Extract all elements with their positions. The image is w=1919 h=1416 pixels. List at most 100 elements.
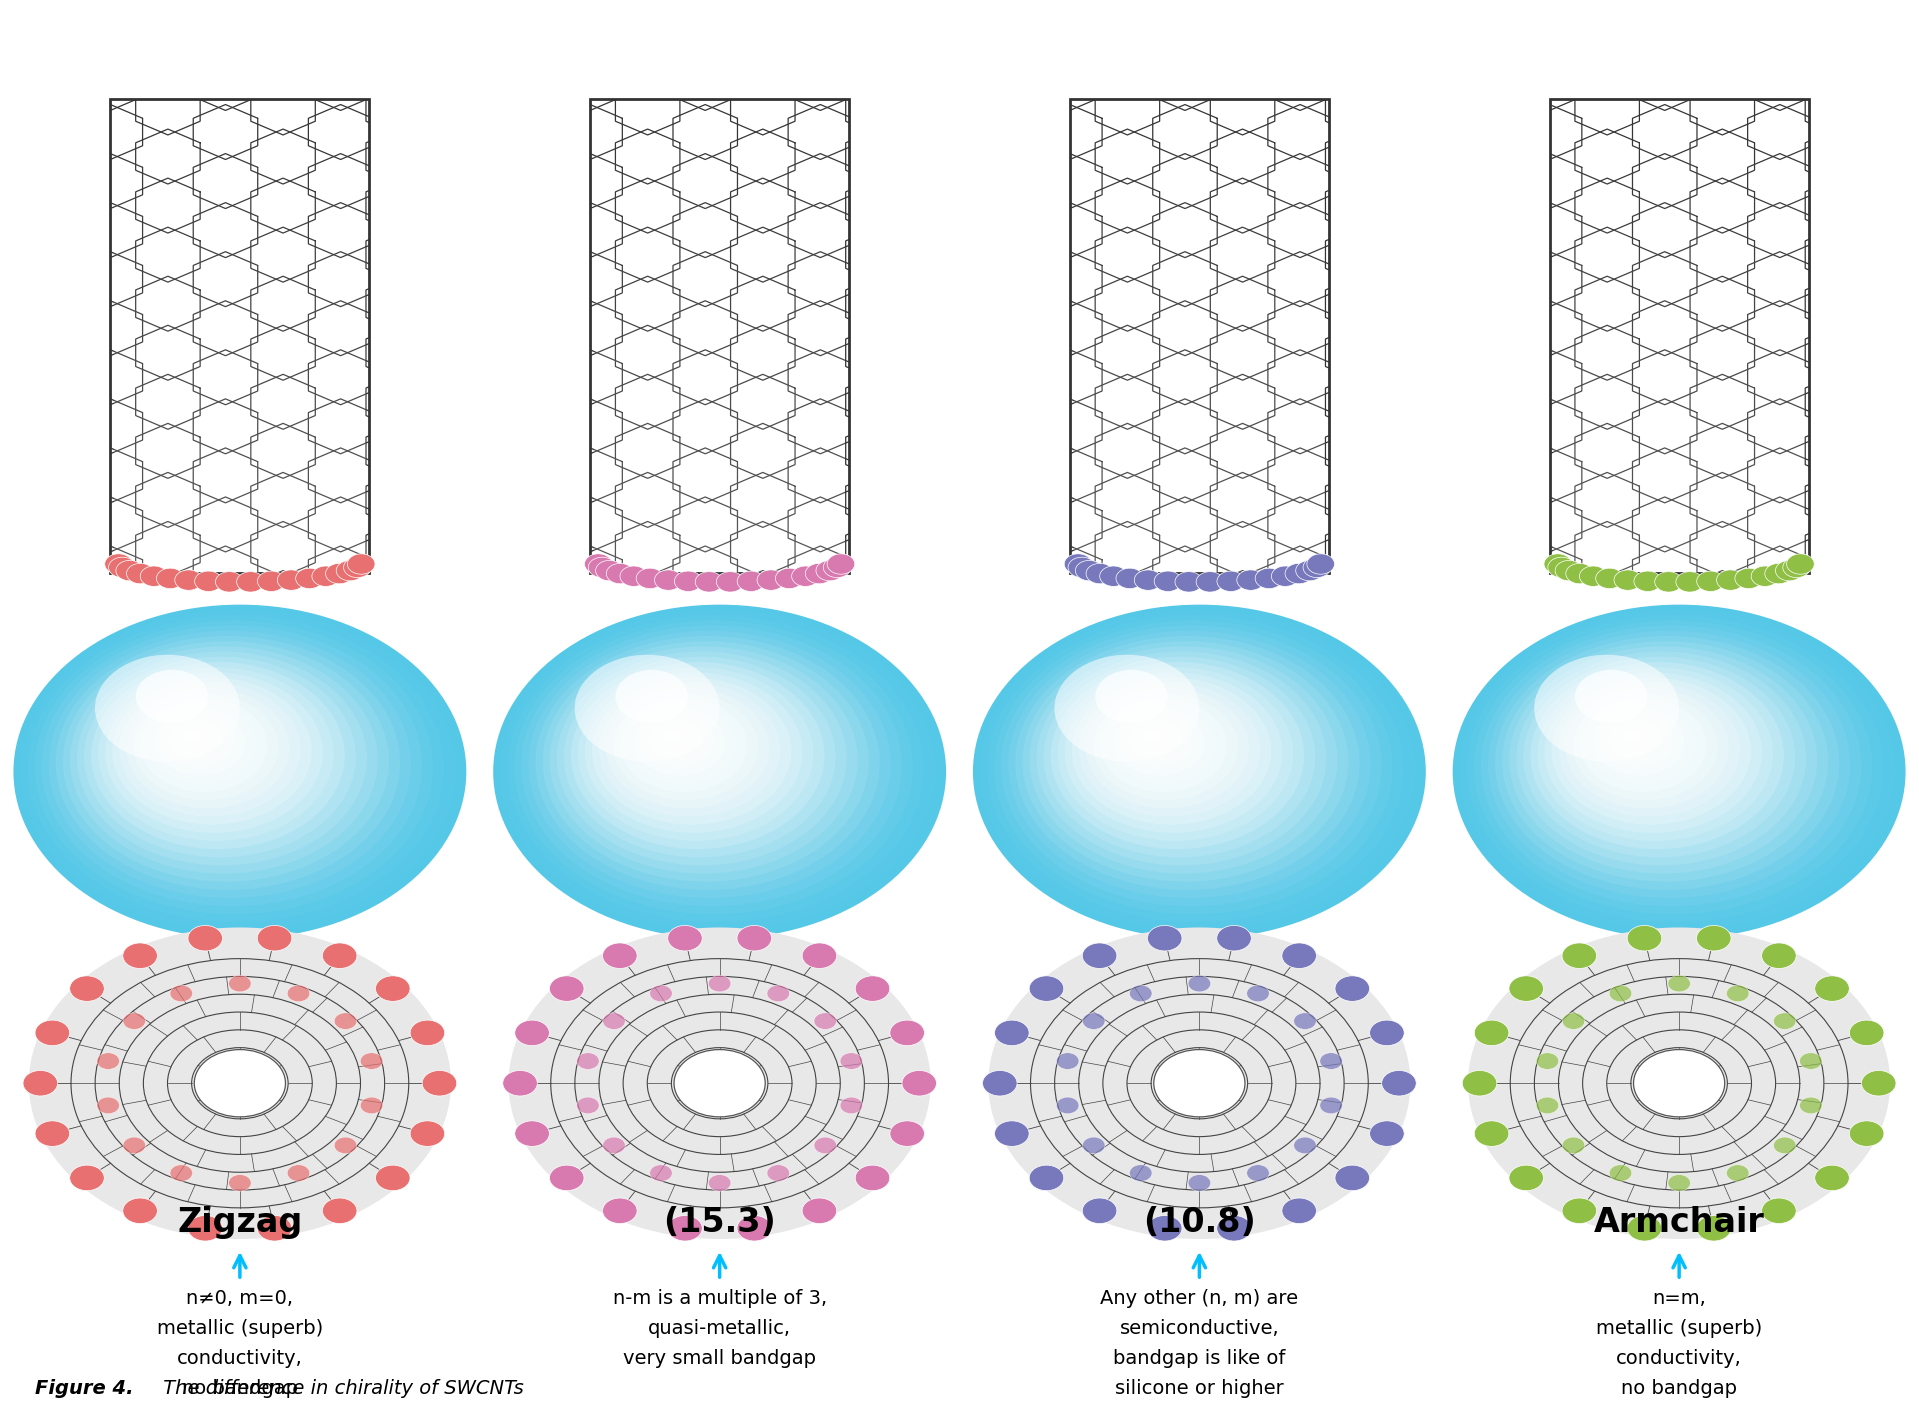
Bar	[1075, 542, 1326, 573]
Circle shape	[589, 556, 616, 578]
Circle shape	[1800, 1097, 1821, 1114]
Circle shape	[1255, 568, 1282, 589]
Circle shape	[1196, 572, 1224, 592]
Circle shape	[1614, 569, 1641, 590]
Circle shape	[522, 626, 902, 906]
Bar	[109, 99, 368, 573]
Bar	[595, 510, 844, 542]
Bar	[1554, 258, 1806, 289]
Circle shape	[257, 1215, 292, 1240]
Circle shape	[1272, 566, 1299, 586]
Circle shape	[1773, 1137, 1796, 1154]
Circle shape	[768, 986, 789, 1001]
Bar	[1075, 130, 1326, 163]
Bar	[109, 99, 368, 573]
Circle shape	[188, 926, 223, 952]
Circle shape	[737, 571, 766, 592]
Circle shape	[1622, 729, 1641, 743]
Circle shape	[1815, 1165, 1850, 1191]
Circle shape	[635, 709, 725, 776]
Circle shape	[674, 1049, 766, 1117]
Bar	[115, 447, 365, 479]
Circle shape	[296, 568, 322, 589]
Circle shape	[1562, 943, 1597, 969]
Circle shape	[649, 719, 702, 759]
Bar	[115, 510, 365, 542]
Circle shape	[1562, 1137, 1585, 1154]
Bar	[1075, 225, 1326, 258]
Circle shape	[1282, 1198, 1316, 1223]
Circle shape	[115, 561, 144, 581]
Text: Figure 4.: Figure 4.	[35, 1379, 132, 1398]
Circle shape	[1718, 569, 1744, 590]
Text: Armchair: Armchair	[1595, 1205, 1764, 1239]
Circle shape	[322, 943, 357, 969]
Circle shape	[136, 670, 207, 724]
Circle shape	[194, 1049, 286, 1117]
Circle shape	[668, 926, 702, 952]
Text: (15.3): (15.3)	[664, 1205, 775, 1239]
Circle shape	[654, 569, 681, 590]
Circle shape	[1217, 571, 1245, 592]
Circle shape	[1481, 626, 1861, 906]
Circle shape	[1153, 571, 1182, 592]
Circle shape	[422, 1070, 457, 1096]
Circle shape	[155, 709, 246, 776]
Bar	[595, 99, 844, 130]
Circle shape	[856, 1165, 890, 1191]
Circle shape	[1148, 1215, 1182, 1240]
Bar	[1554, 542, 1806, 573]
Circle shape	[1100, 566, 1126, 586]
Circle shape	[1850, 1121, 1884, 1147]
Circle shape	[1595, 709, 1685, 776]
Circle shape	[98, 1052, 119, 1069]
Circle shape	[1069, 556, 1096, 578]
Circle shape	[641, 714, 714, 767]
Circle shape	[322, 1198, 357, 1223]
Circle shape	[578, 1052, 599, 1069]
Circle shape	[1600, 714, 1673, 767]
Bar	[1075, 415, 1326, 447]
Circle shape	[1633, 571, 1662, 592]
Circle shape	[123, 1012, 146, 1029]
Text: The difference in chirality of SWCNTs: The difference in chirality of SWCNTs	[157, 1379, 524, 1398]
Circle shape	[171, 1165, 192, 1181]
Circle shape	[1247, 986, 1268, 1001]
Bar	[1554, 289, 1806, 320]
Bar	[1554, 130, 1806, 163]
Bar	[1554, 163, 1806, 194]
Bar	[1075, 258, 1326, 289]
Circle shape	[1320, 1097, 1341, 1114]
Circle shape	[1370, 1121, 1405, 1147]
Circle shape	[56, 636, 399, 889]
Circle shape	[599, 683, 781, 817]
Circle shape	[13, 605, 466, 939]
Bar	[595, 353, 844, 384]
Circle shape	[1303, 556, 1330, 578]
Circle shape	[1142, 729, 1161, 743]
Circle shape	[157, 568, 184, 589]
Circle shape	[1082, 943, 1117, 969]
Bar	[1554, 353, 1806, 384]
Circle shape	[994, 1020, 1029, 1045]
Circle shape	[1533, 654, 1679, 762]
Circle shape	[29, 927, 451, 1239]
Circle shape	[695, 572, 723, 592]
Circle shape	[1307, 554, 1334, 575]
Circle shape	[113, 678, 311, 824]
Circle shape	[1002, 626, 1382, 906]
Bar	[1075, 99, 1326, 130]
Circle shape	[1579, 698, 1706, 792]
Circle shape	[1773, 1012, 1796, 1029]
Circle shape	[1057, 667, 1293, 841]
Circle shape	[651, 1165, 672, 1181]
Bar	[115, 542, 365, 573]
Bar	[1554, 510, 1806, 542]
Circle shape	[1787, 554, 1813, 575]
Circle shape	[1727, 1165, 1748, 1181]
Circle shape	[890, 1020, 925, 1045]
Circle shape	[628, 704, 737, 784]
Circle shape	[127, 564, 154, 583]
Circle shape	[1468, 927, 1890, 1239]
Circle shape	[1668, 976, 1691, 991]
